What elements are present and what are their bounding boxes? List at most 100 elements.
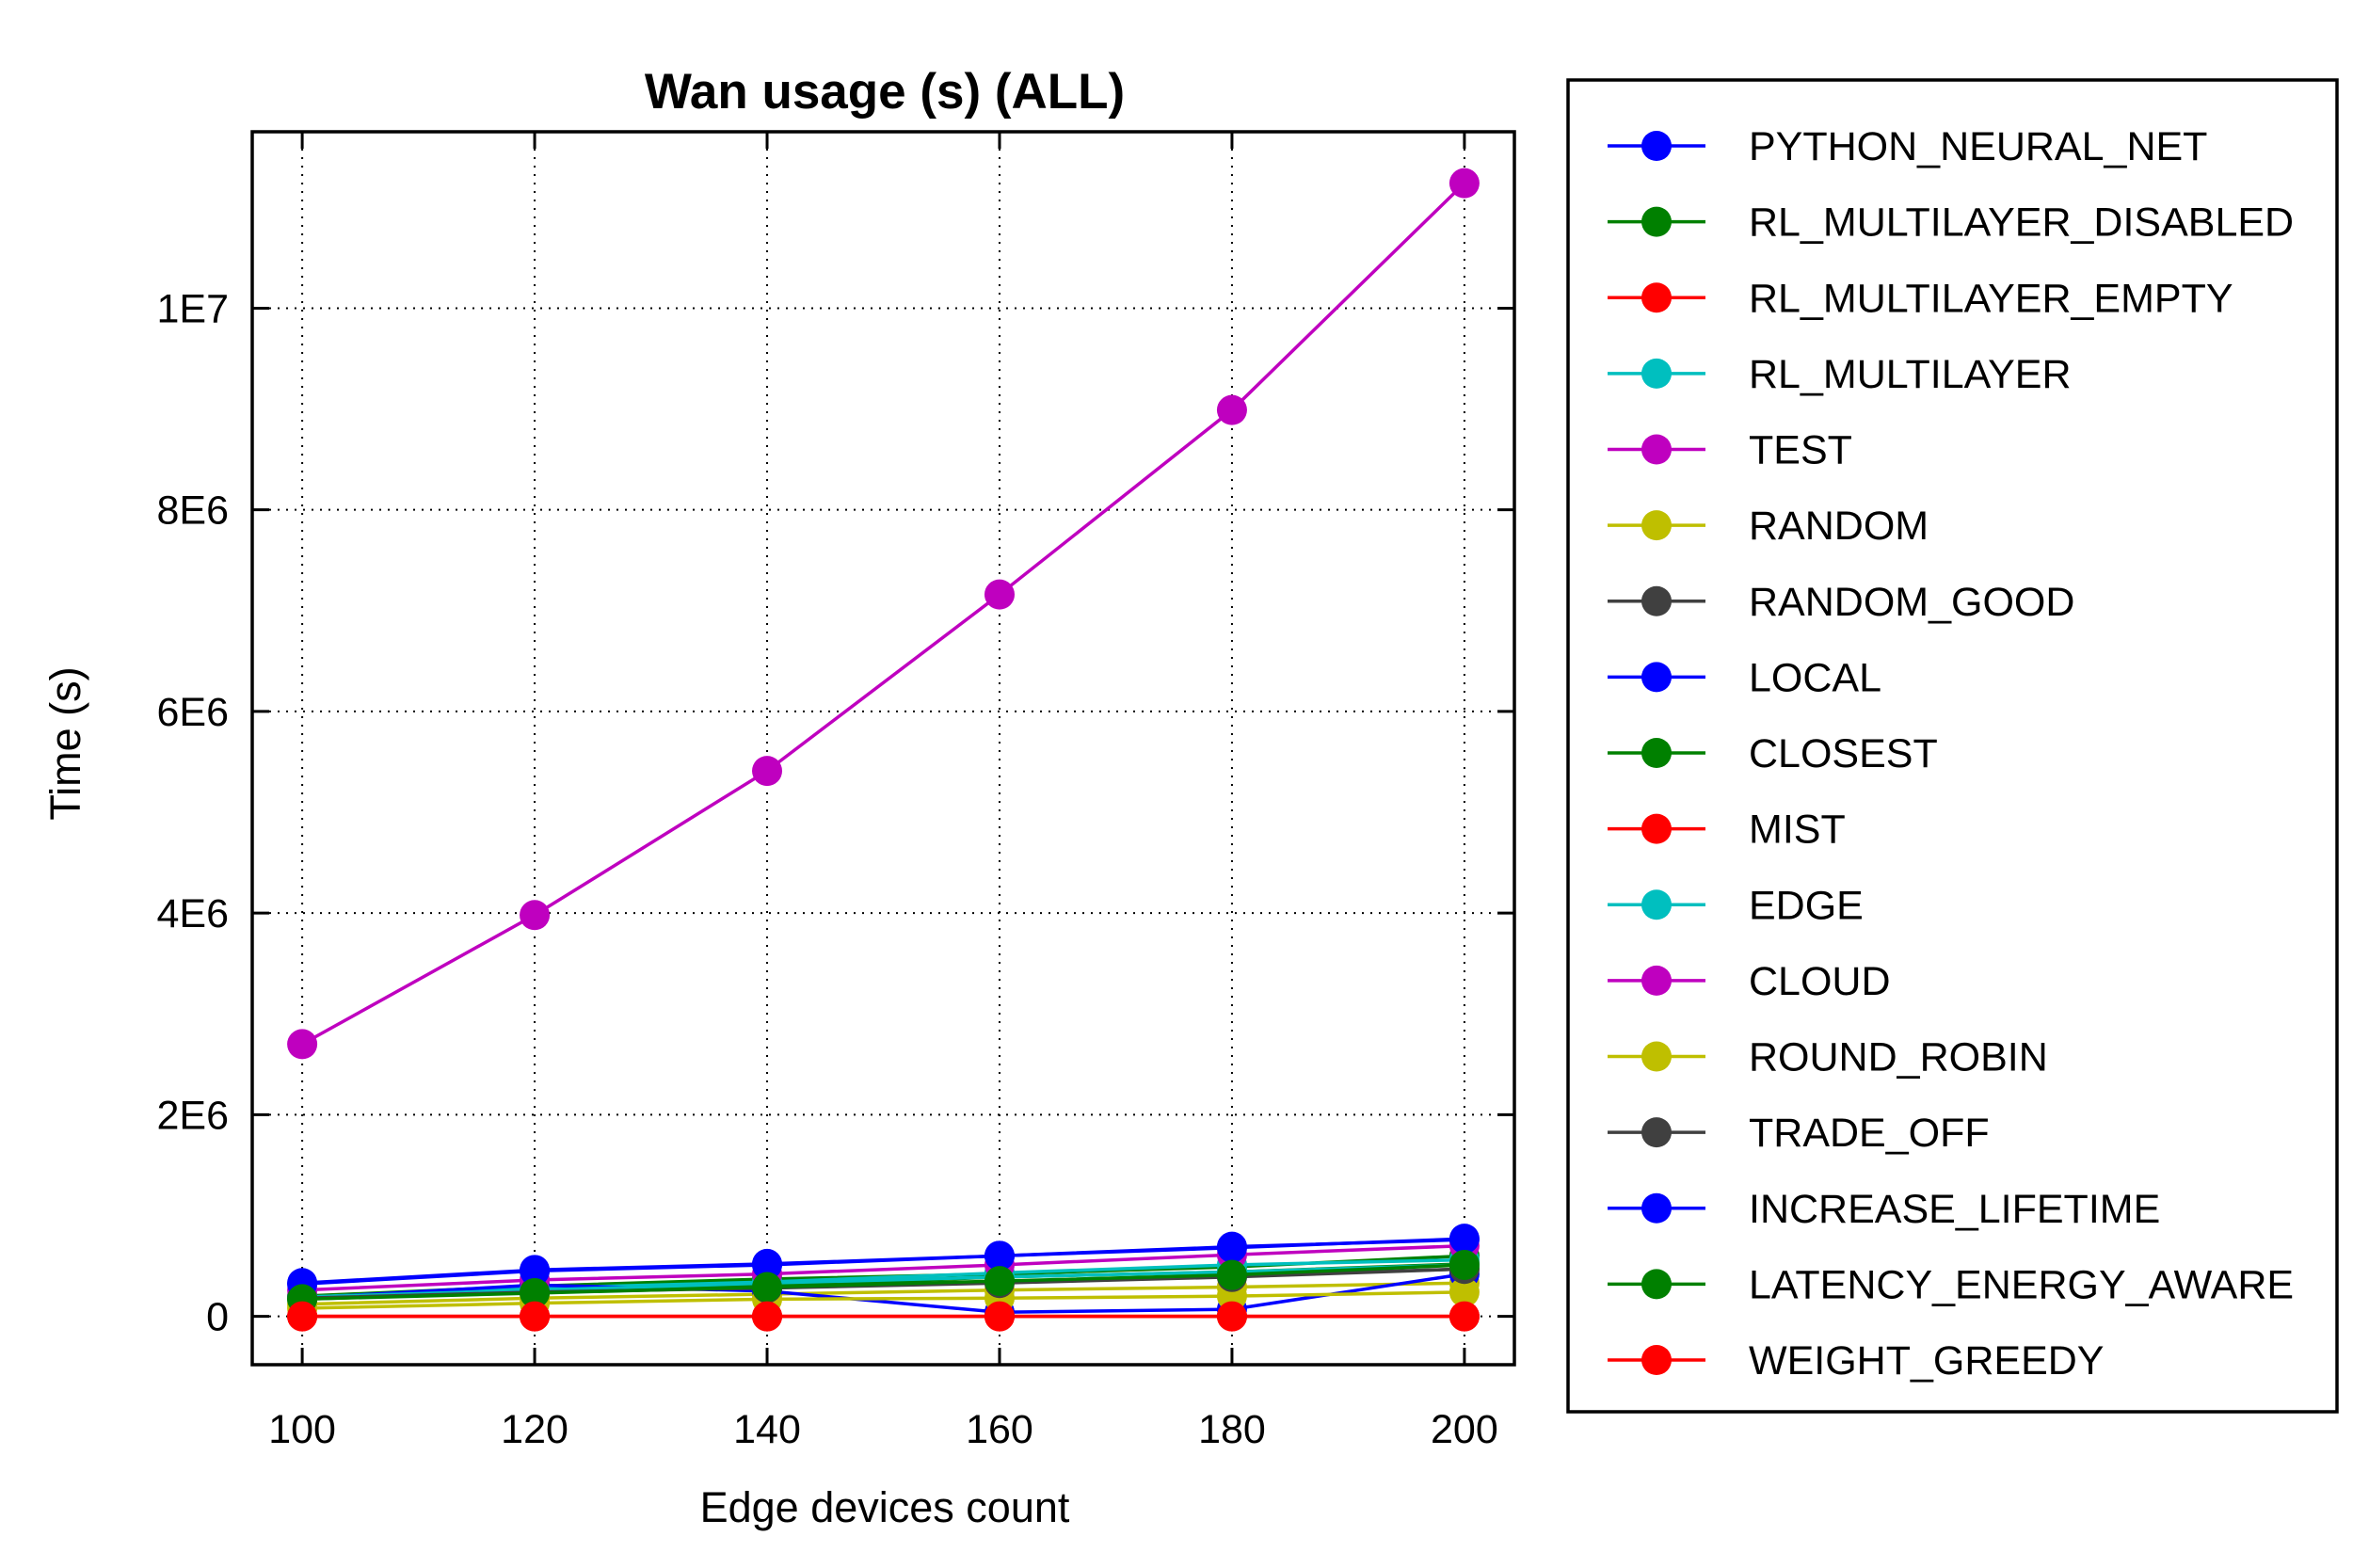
- legend: PYTHON_NEURAL_NET RL_MULTILAYER_DISABLED R…: [1566, 78, 2339, 1414]
- data-point: [520, 1277, 551, 1308]
- series-line: [301, 1237, 1465, 1287]
- legend-label: RL_MULTILAYER_EMPTY: [1749, 276, 2233, 321]
- legend-entry: RL_MULTILAYER: [1608, 352, 2072, 397]
- legend-entry: RANDOM: [1608, 504, 1929, 549]
- legend-swatch-marker: [1641, 585, 1672, 616]
- legend-entry: PYTHON_NEURAL_NET: [1608, 124, 2207, 169]
- data-point: [520, 1301, 551, 1332]
- data-point: [984, 1301, 1015, 1332]
- legend-entry: LOCAL: [1608, 655, 1881, 700]
- data-point: [1216, 1301, 1247, 1332]
- data-point: [1449, 1249, 1480, 1280]
- legend-swatch-marker: [1641, 206, 1672, 237]
- x-axis-label: Edge devices count: [700, 1483, 1070, 1531]
- data-point: [984, 1266, 1015, 1297]
- legend-entry: WEIGHT_GREEDY: [1608, 1338, 2105, 1384]
- data-point: [752, 1301, 783, 1332]
- legend-entry: RL_MULTILAYER_EMPTY: [1608, 276, 2233, 321]
- legend-entry: RL_MULTILAYER_DISABLED: [1608, 200, 2294, 246]
- data-point: [1216, 1259, 1247, 1290]
- legend-label: WEIGHT_GREEDY: [1749, 1338, 2105, 1384]
- legend-entry: TEST: [1608, 428, 1852, 473]
- legend-entry: INCREASE_LIFETIME: [1608, 1187, 2160, 1232]
- legend-swatch-marker: [1641, 1117, 1672, 1148]
- legend-label: LATENCY_ENERGY_AWARE: [1749, 1262, 2294, 1307]
- legend-swatch-marker: [1641, 738, 1672, 768]
- y-axis-ticks: 0 2E6 4E6 6E6 8E6 1E7: [156, 286, 1514, 1340]
- data-point: [520, 1256, 551, 1287]
- data-point: [520, 900, 551, 931]
- data-point: [752, 1249, 783, 1280]
- data-point: [1449, 1224, 1480, 1255]
- series-line: [302, 1263, 1465, 1299]
- legend-swatch-marker: [1641, 1269, 1672, 1300]
- x-tick-label: 160: [966, 1407, 1033, 1452]
- chart-title: Wan usage (s) (ALL): [645, 64, 1125, 120]
- series-line: [302, 1290, 1465, 1310]
- legend-entry: RANDOM_GOOD: [1608, 580, 2074, 625]
- legend-entry: MIST: [1608, 808, 1846, 853]
- data-point: [287, 1301, 318, 1332]
- y-tick-label: 2E6: [156, 1093, 229, 1138]
- legend-swatch-marker: [1641, 358, 1672, 389]
- series-line: [302, 1257, 1465, 1299]
- series-test: [287, 168, 1480, 1060]
- legend-label: TEST: [1749, 428, 1852, 473]
- series-lines: [287, 168, 1480, 1332]
- legend-swatch-marker: [1641, 662, 1672, 693]
- data-point: [1216, 394, 1247, 425]
- legend-entry: EDGE: [1608, 883, 1864, 928]
- data-point: [1449, 168, 1480, 199]
- legend-label: ROUND_ROBIN: [1749, 1035, 2048, 1080]
- legend-swatch-marker: [1641, 282, 1672, 313]
- legend-entry: LATENCY_ENERGY_AWARE: [1608, 1262, 2294, 1307]
- series-weight-greedy: [287, 1301, 1480, 1332]
- legend-entry: CLOUD: [1608, 959, 1891, 1004]
- y-tick-label: 1E7: [156, 286, 229, 331]
- legend-entry: ROUND_ROBIN: [1608, 1035, 2048, 1080]
- legend-label: RANDOM_GOOD: [1749, 580, 2074, 625]
- legend-swatch-marker: [1641, 889, 1672, 920]
- legend-swatch-marker: [1641, 1345, 1672, 1375]
- x-tick-label: 140: [733, 1407, 801, 1452]
- legend-swatch-marker: [1641, 1041, 1672, 1072]
- plot-area-frame: [250, 130, 1516, 1367]
- series-line: [301, 182, 1466, 1046]
- y-tick-label: 8E6: [156, 488, 229, 534]
- data-point: [752, 756, 783, 787]
- data-point: [1449, 1301, 1480, 1332]
- legend-label: PYTHON_NEURAL_NET: [1749, 124, 2207, 169]
- y-axis-label: Time (s): [41, 666, 89, 820]
- x-axis-ticks: 100 120 140 160 180 200: [268, 132, 1498, 1452]
- legend-label: TRADE_OFF: [1749, 1111, 1990, 1156]
- series-line: [302, 1263, 1465, 1302]
- legend-swatch-marker: [1641, 1192, 1672, 1224]
- series-latency-energy-aware: [287, 1249, 1480, 1315]
- legend-frame: [1566, 78, 2339, 1414]
- data-point: [984, 1240, 1015, 1272]
- y-tick-label: 0: [206, 1295, 229, 1340]
- legend-label: EDGE: [1749, 883, 1864, 928]
- data-point: [752, 1272, 783, 1303]
- series-line: [301, 1272, 1465, 1315]
- legend-swatch-marker: [1641, 510, 1672, 541]
- legend-label: INCREASE_LIFETIME: [1749, 1187, 2160, 1232]
- data-point: [287, 1029, 318, 1060]
- legend-label: RL_MULTILAYER: [1749, 352, 2072, 397]
- series-line: [302, 1281, 1465, 1306]
- x-tick-label: 100: [268, 1407, 336, 1452]
- legend-label: LOCAL: [1749, 655, 1881, 700]
- y-tick-label: 6E6: [156, 690, 229, 735]
- legend-swatch-marker: [1641, 434, 1672, 465]
- legend-swatch-marker: [1641, 965, 1672, 996]
- x-tick-label: 200: [1431, 1407, 1498, 1452]
- legend-label: CLOSEST: [1749, 731, 1938, 776]
- x-tick-label: 180: [1198, 1407, 1266, 1452]
- data-point: [1449, 1276, 1480, 1307]
- legend-entry: TRADE_OFF: [1608, 1111, 1990, 1156]
- data-point: [984, 579, 1015, 610]
- series-line: [302, 1243, 1465, 1292]
- legend-label: RANDOM: [1749, 504, 1929, 549]
- legend-items: PYTHON_NEURAL_NET RL_MULTILAYER_DISABLED R…: [1608, 124, 2294, 1384]
